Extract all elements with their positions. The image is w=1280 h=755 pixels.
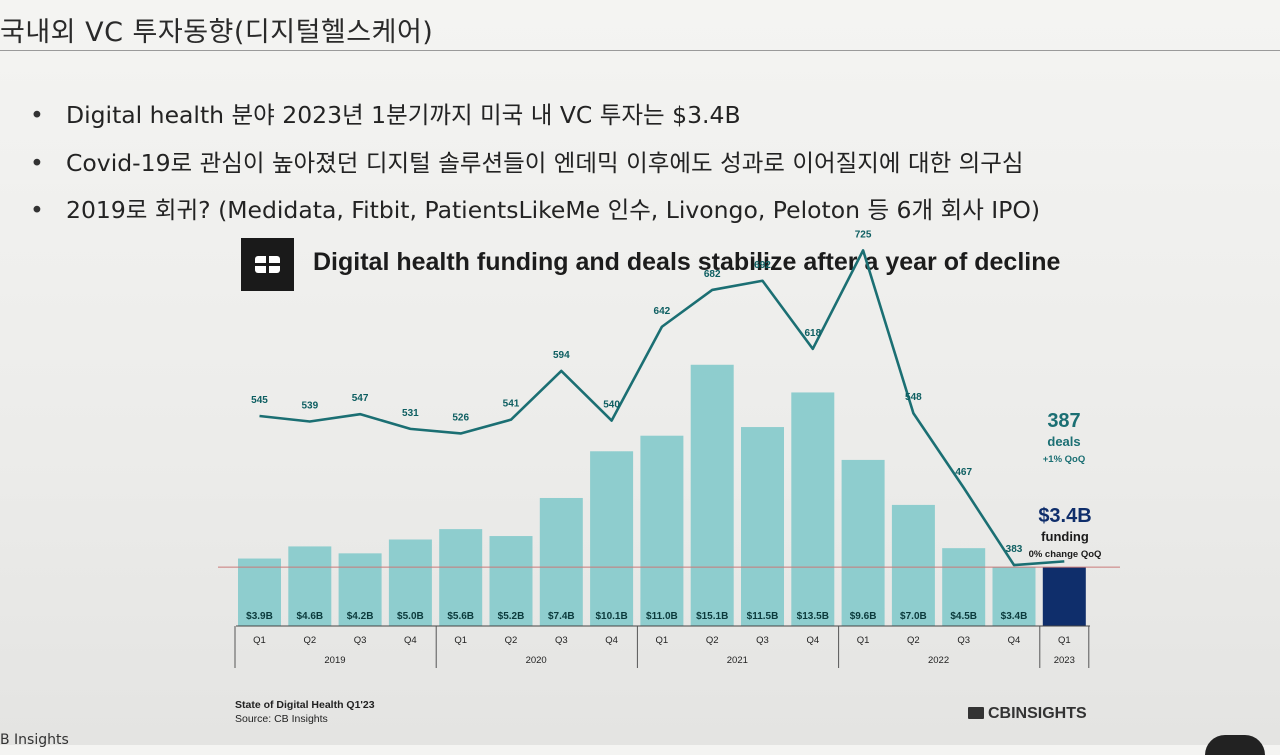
deals-point-label: 618	[804, 328, 821, 339]
deals-point-label: 642	[654, 306, 671, 317]
funding-annotation-value: $3.4B	[1038, 505, 1092, 527]
quarter-tick-label: Q3	[957, 635, 970, 646]
funding-bar-label: $3.4B	[1001, 611, 1028, 622]
deals-annotation-label: deals	[1047, 434, 1081, 449]
slide-title: 국내외 VC 투자동향(디지털헬스케어)	[0, 17, 434, 48]
year-label: 2020	[526, 655, 547, 666]
deals-point-label: 692	[754, 260, 771, 271]
cb-brand-icon	[968, 707, 984, 719]
quarter-tick-label: Q3	[354, 635, 367, 646]
deals-line	[259, 249, 1065, 567]
funding-bar	[891, 504, 935, 626]
bullet-item: 2019로 회귀? (Medidata, Fitbit, PatientsLik…	[30, 187, 1040, 235]
funding-bar	[690, 364, 734, 626]
cb-logo-icon	[241, 238, 294, 291]
deals-point-label: 682	[704, 269, 721, 280]
deals-annotation-value: 387	[1047, 410, 1081, 432]
year-label: 2019	[324, 655, 345, 666]
brand-text: CBINSIGHTS	[988, 705, 1087, 722]
funding-bar-label: $9.6B	[850, 611, 877, 622]
deals-point-label: 539	[301, 401, 318, 412]
funding-bar-label: $11.5B	[747, 611, 779, 622]
year-label: 2021	[727, 655, 748, 666]
funding-bar-label: $7.4B	[548, 611, 575, 622]
deals-point-label: 467	[955, 467, 972, 478]
quarter-tick-label: Q2	[706, 635, 719, 646]
quarter-tick-label: Q4	[404, 635, 417, 646]
funding-bar	[439, 529, 483, 626]
funding-bar	[388, 539, 432, 626]
quarter-tick-label: Q1	[656, 635, 669, 646]
deals-point-label: 526	[452, 412, 469, 423]
deals-point-label: 531	[402, 408, 419, 419]
funding-annotation-change: 0% change QoQ	[1028, 549, 1102, 560]
corner-decoration	[1205, 735, 1265, 755]
funding-bar-label: $4.6B	[296, 611, 323, 622]
year-label: 2023	[1054, 655, 1075, 666]
funding-bar	[338, 553, 382, 626]
funding-bar-label: $15.1B	[696, 611, 728, 622]
quarter-tick-label: Q1	[253, 635, 266, 646]
quarter-tick-label: Q2	[303, 635, 316, 646]
funding-bar	[741, 427, 784, 626]
quarter-tick-label: Q1	[454, 635, 467, 646]
deals-point-label: 547	[352, 393, 369, 404]
source-note: State of Digital Health Q1'23 Source: CB…	[235, 698, 375, 726]
cb-insights-brand: CBINSIGHTS	[968, 705, 1087, 723]
bullet-list: Digital health 분야 2023년 1분기까지 미국 내 VC 투자…	[30, 92, 1040, 235]
funding-annotation-label: funding	[1041, 529, 1089, 544]
source-text: Source: CB Insights	[235, 713, 328, 725]
deals-point-label: 541	[503, 399, 520, 410]
funding-bar	[288, 546, 332, 626]
quarter-tick-label: Q4	[1008, 635, 1021, 646]
funding-bar	[992, 567, 1036, 626]
title-divider	[0, 50, 1280, 51]
bullet-item: Covid-19로 관심이 높아졌던 디지털 솔루션들이 엔데믹 이후에도 성과…	[30, 140, 1040, 188]
quarter-tick-label: Q4	[806, 635, 819, 646]
funding-bar-label: $7.0B	[900, 611, 927, 622]
funding-bar-label: $3.9B	[246, 611, 273, 622]
funding-bar	[590, 451, 634, 626]
source-title: State of Digital Health Q1'23	[235, 699, 375, 711]
funding-bar-label: $5.2B	[498, 611, 525, 622]
funding-bar-label: $5.0B	[397, 611, 424, 622]
quarter-tick-label: Q1	[1058, 635, 1071, 646]
quarter-tick-label: Q4	[605, 635, 618, 646]
funding-bar-label: $4.2B	[347, 611, 374, 622]
deals-point-label: 594	[553, 350, 570, 361]
deals-point-label: 548	[905, 392, 922, 403]
funding-bar-label: $10.1B	[595, 611, 627, 622]
deals-annotation-change: +1% QoQ	[1042, 454, 1086, 465]
quarter-tick-label: Q2	[505, 635, 518, 646]
deals-point-label: 725	[855, 229, 872, 240]
funding-bar	[841, 459, 885, 626]
deals-point-label: 383	[1006, 544, 1023, 555]
deals-point-label: 540	[603, 400, 620, 411]
quarter-tick-label: Q3	[555, 635, 568, 646]
quarter-tick-label: Q3	[756, 635, 769, 646]
funding-bar	[1042, 567, 1086, 626]
quarter-tick-label: Q2	[907, 635, 920, 646]
corner-text: B Insights	[0, 732, 69, 748]
bullet-item: Digital health 분야 2023년 1분기까지 미국 내 VC 투자…	[30, 92, 1040, 140]
funding-bar	[238, 558, 281, 626]
chart-title: Digital health funding and deals stabili…	[313, 248, 1061, 276]
funding-bar-label: $5.6B	[447, 611, 474, 622]
funding-bar	[640, 435, 684, 626]
funding-bar	[942, 548, 986, 626]
deals-point-label: 545	[251, 395, 268, 406]
funding-bar	[539, 497, 583, 626]
funding-bar-label: $11.0B	[646, 611, 678, 622]
funding-bar	[791, 392, 835, 626]
year-label: 2022	[928, 655, 949, 666]
funding-bar-label: $13.5B	[797, 611, 829, 622]
funding-bar	[489, 536, 533, 626]
funding-bar-label: $4.5B	[950, 611, 977, 622]
quarter-tick-label: Q1	[857, 635, 870, 646]
